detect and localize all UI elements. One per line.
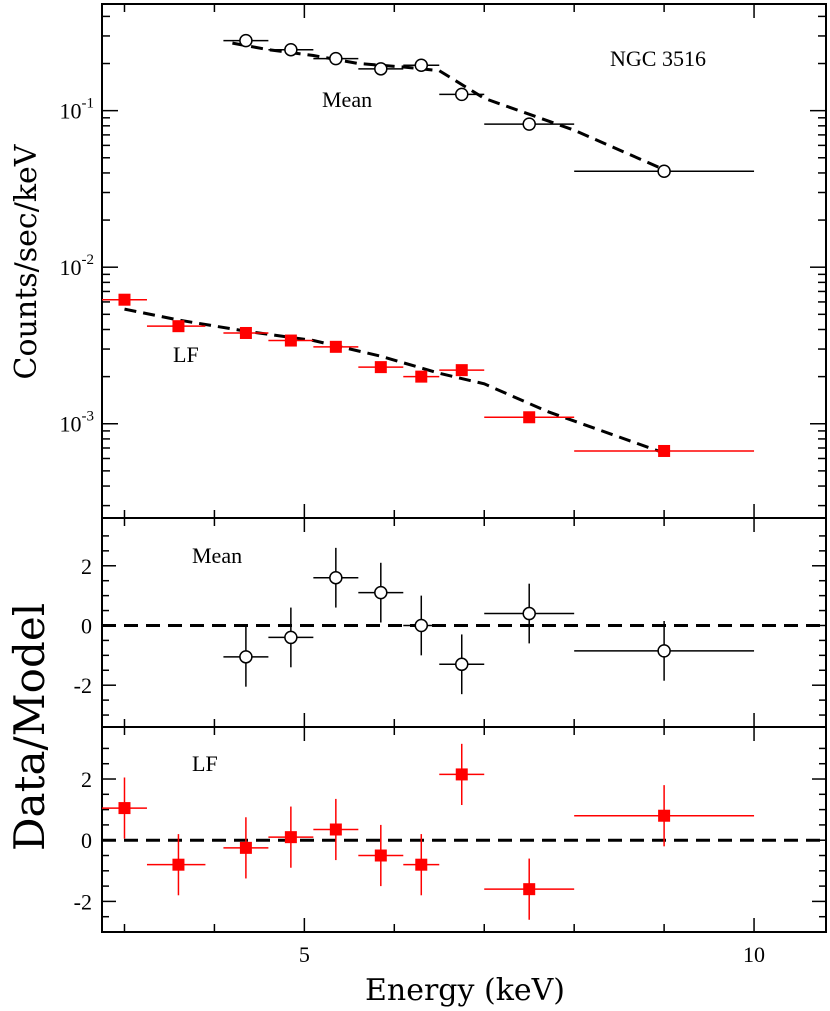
x-tick-label: 10 — [743, 942, 765, 967]
y-tick-label: -2 — [74, 889, 92, 914]
y-tick-label: 0 — [81, 828, 92, 853]
data-point-marker — [172, 858, 185, 871]
data-point-marker — [284, 42, 298, 57]
spectrum-panel: 10-1 10-2 10-3 — [60, 3, 827, 519]
y-tick-label: -2 — [74, 673, 92, 698]
data-point-marker — [658, 809, 671, 822]
x-axis-label: Energy (keV) — [365, 973, 565, 1008]
data-point-marker — [284, 831, 297, 844]
data-point-marker — [455, 768, 468, 781]
series-label-mean-top: Mean — [322, 87, 372, 112]
data-point-marker — [239, 841, 252, 854]
data-point-marker — [118, 802, 131, 815]
data-point-marker — [284, 334, 297, 347]
data-point-marker — [455, 657, 469, 672]
data-point-marker — [239, 33, 253, 48]
data-point-marker — [374, 849, 387, 862]
data-point-marker — [374, 585, 388, 600]
y-axis-label-residual: Data/Model — [5, 603, 54, 851]
data-point-marker — [415, 858, 428, 871]
data-point-marker — [329, 570, 343, 585]
model-line-mean — [232, 41, 665, 171]
data-point-marker — [455, 364, 468, 377]
data-point-marker — [374, 361, 387, 374]
data-point-marker — [329, 823, 342, 836]
data-point-marker — [172, 320, 185, 333]
y-axis-label-top: Counts/sec/keV — [9, 143, 44, 379]
y-tick-label: 10-2 — [60, 252, 95, 280]
model-line-lf — [124, 307, 665, 455]
x-axis: 5 10 — [299, 942, 765, 967]
data-point-marker — [657, 644, 671, 658]
data-point-marker — [455, 87, 469, 102]
series-label-lf-top: LF — [173, 342, 199, 367]
x-tick-label: 5 — [299, 942, 310, 967]
data-point-marker — [658, 444, 671, 457]
y-tick-label: 10-3 — [60, 409, 95, 437]
residual-panel-mean: 2 0 -2 — [74, 517, 827, 728]
chart-title: NGC 3516 — [610, 46, 706, 71]
data-point-marker — [374, 62, 388, 76]
residual-frame-lf — [101, 726, 827, 933]
data-point-marker — [523, 883, 536, 896]
data-point-marker — [239, 650, 253, 664]
data-point-marker — [522, 117, 536, 131]
spectrum-panel-frame — [101, 3, 827, 519]
data-point-marker — [657, 164, 671, 179]
y-tick-label: 10-1 — [60, 96, 95, 124]
data-point-marker — [523, 411, 536, 424]
data-point-marker — [414, 58, 429, 72]
residual-label-lf: LF — [192, 751, 218, 776]
data-point-marker — [522, 606, 536, 621]
residual-panel-lf: 2 0 -2 — [74, 726, 827, 933]
data-point-marker — [329, 340, 342, 353]
y-tick-label: 2 — [81, 767, 92, 792]
data-point-marker — [329, 51, 343, 66]
y-tick-label: 2 — [81, 554, 92, 579]
data-point-marker — [118, 293, 131, 306]
y-tick-label: 0 — [81, 613, 92, 638]
residual-label-mean: Mean — [192, 543, 242, 568]
data-point-marker — [415, 370, 428, 383]
data-point-marker — [284, 630, 298, 645]
data-point-marker — [414, 618, 429, 633]
data-point-marker — [239, 326, 252, 339]
